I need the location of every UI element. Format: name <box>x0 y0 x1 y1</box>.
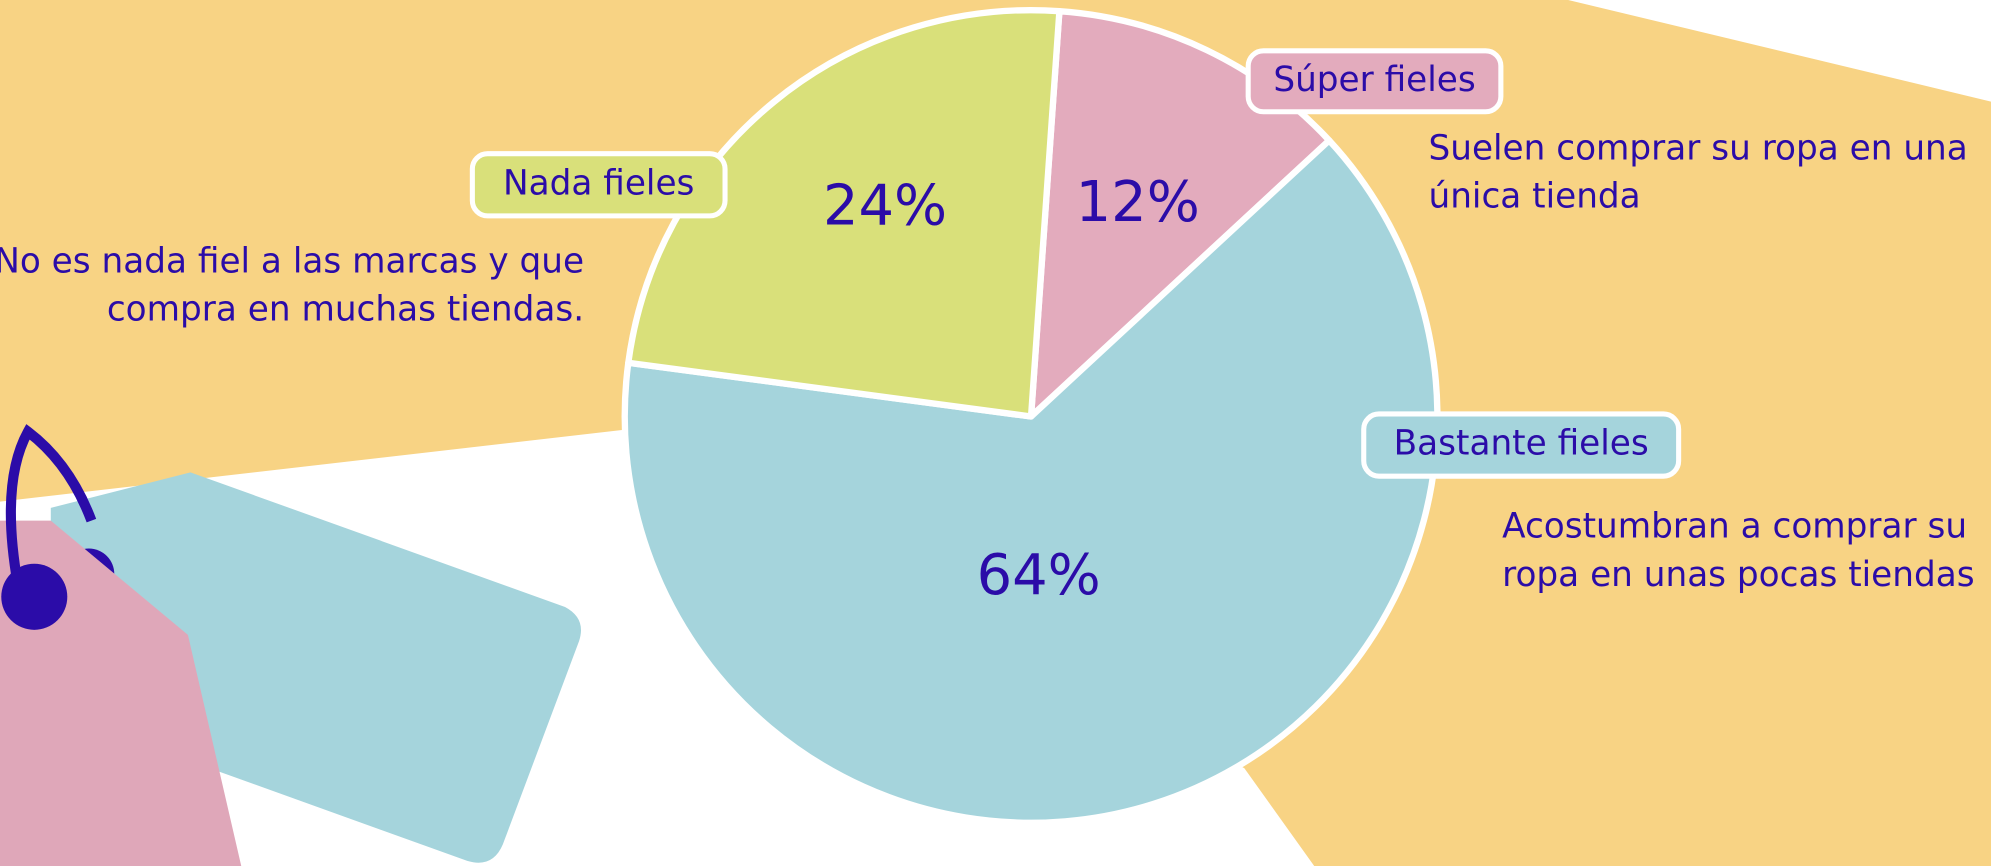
description: ropa en unas pocas tiendas <box>1502 555 1974 595</box>
description: Suelen comprar su ropa en una <box>1428 128 1967 168</box>
page: 12% Súper fieles Suelen comprar su ropa en… <box>0 0 1991 866</box>
description: compra en muchas tiendas. <box>107 290 584 330</box>
description: Acostumbran a comprar su <box>1502 507 1967 547</box>
chart: 12% Súper fieles Suelen comprar su ropa en… <box>0 0 1991 866</box>
data-label: 12% <box>1076 170 1200 235</box>
data-label: 64% <box>977 543 1101 608</box>
category-label: Súper fieles <box>1273 60 1475 100</box>
description: No es nada fiel a las marcas y que <box>0 241 584 281</box>
data-label: 24% <box>823 174 947 239</box>
description: única tienda <box>1428 177 1640 217</box>
pie <box>625 10 1438 823</box>
category-label: Bastante fieles <box>1394 424 1649 464</box>
category-label: Nada fieles <box>503 163 694 203</box>
